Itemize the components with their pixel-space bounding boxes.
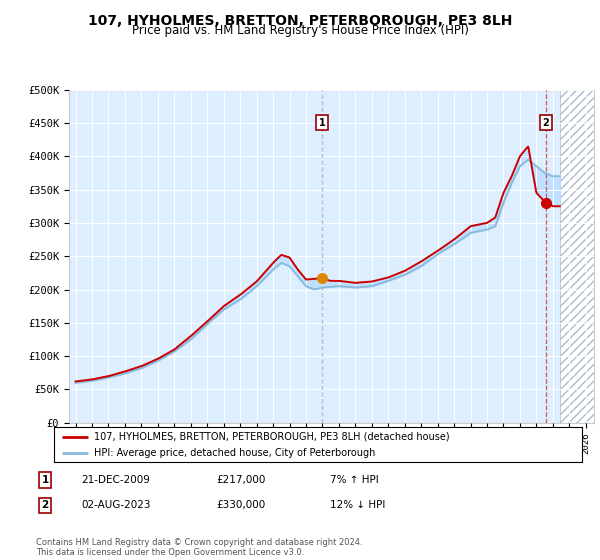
Text: 12% ↓ HPI: 12% ↓ HPI <box>330 500 385 510</box>
Text: 1: 1 <box>319 118 325 128</box>
Text: 2: 2 <box>41 500 49 510</box>
Text: 21-DEC-2009: 21-DEC-2009 <box>81 475 150 485</box>
Text: 107, HYHOLMES, BRETTON, PETERBOROUGH, PE3 8LH (detached house): 107, HYHOLMES, BRETTON, PETERBOROUGH, PE… <box>94 432 449 442</box>
Text: 02-AUG-2023: 02-AUG-2023 <box>81 500 151 510</box>
Text: 7% ↑ HPI: 7% ↑ HPI <box>330 475 379 485</box>
Text: £330,000: £330,000 <box>216 500 265 510</box>
Text: 2: 2 <box>542 118 550 128</box>
Text: £217,000: £217,000 <box>216 475 265 485</box>
Text: 107, HYHOLMES, BRETTON, PETERBOROUGH, PE3 8LH: 107, HYHOLMES, BRETTON, PETERBOROUGH, PE… <box>88 14 512 28</box>
Text: Price paid vs. HM Land Registry's House Price Index (HPI): Price paid vs. HM Land Registry's House … <box>131 24 469 37</box>
Text: 1: 1 <box>41 475 49 485</box>
Text: HPI: Average price, detached house, City of Peterborough: HPI: Average price, detached house, City… <box>94 449 375 458</box>
Text: Contains HM Land Registry data © Crown copyright and database right 2024.
This d: Contains HM Land Registry data © Crown c… <box>36 538 362 557</box>
